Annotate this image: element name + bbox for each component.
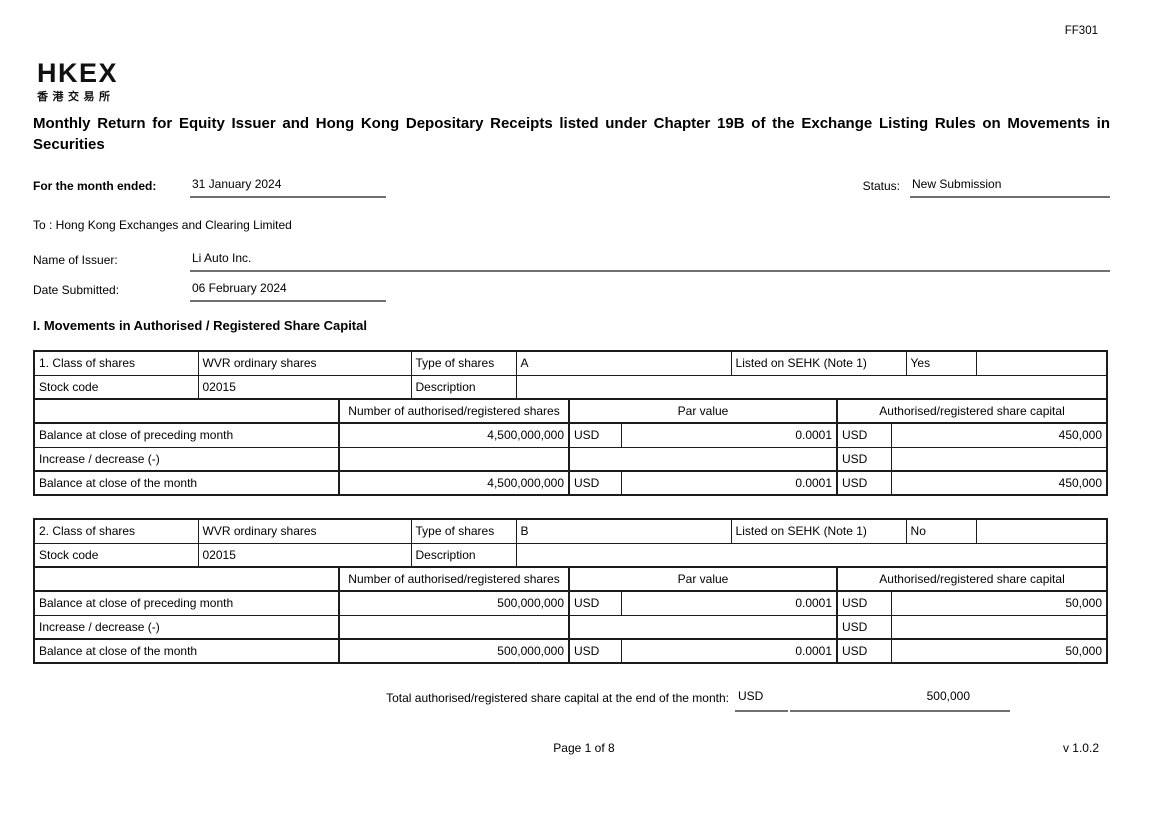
- date-submitted-field: 06 February 2024: [190, 281, 386, 302]
- row-label-increase: Increase / decrease (-): [33, 614, 340, 640]
- stock-code-value: 02015: [197, 374, 412, 400]
- currency-cell: USD: [836, 446, 892, 472]
- share-class-table-2: 2. Class of shares WVR ordinary shares T…: [33, 518, 1109, 664]
- col-header-par-value: Par value: [568, 398, 838, 424]
- date-submitted-label: Date Submitted:: [33, 283, 120, 297]
- type-of-shares-label: Type of shares: [410, 350, 517, 376]
- status-label: Status:: [862, 179, 900, 193]
- month-ended-row: For the month ended: 31 January 2024 Sta…: [33, 177, 1110, 198]
- blank-cell: [33, 398, 340, 424]
- type-of-shares-label: Type of shares: [410, 518, 517, 544]
- description-label: Description: [410, 374, 517, 400]
- currency-cell: USD: [568, 590, 622, 616]
- capital-value: 50,000: [890, 638, 1108, 664]
- class-of-shares-value: WVR ordinary shares: [197, 518, 412, 544]
- type-of-shares-value: A: [515, 350, 732, 376]
- currency-cell: USD: [836, 614, 892, 640]
- class-of-shares-value: WVR ordinary shares: [197, 350, 412, 376]
- row-label-preceding: Balance at close of preceding month: [33, 422, 340, 448]
- type-of-shares-value: B: [515, 518, 732, 544]
- description-label: Description: [410, 542, 517, 568]
- currency-cell: USD: [568, 638, 622, 664]
- hkex-logo-chinese: 香港交易所: [37, 91, 115, 103]
- listed-on-sehk-value: Yes: [905, 350, 977, 376]
- row-label-preceding: Balance at close of preceding month: [33, 590, 340, 616]
- currency-cell: USD: [836, 638, 892, 664]
- description-value: [515, 374, 1108, 400]
- description-value: [515, 542, 1108, 568]
- total-row: Total authorised/registered share capita…: [33, 689, 1110, 712]
- col-header-capital: Authorised/registered share capital: [836, 566, 1108, 592]
- month-ended-label: For the month ended:: [33, 179, 157, 193]
- capital-value: 50,000: [890, 590, 1108, 616]
- par-value-cell: 0.0001: [620, 470, 838, 496]
- col-header-par-value: Par value: [568, 566, 838, 592]
- par-value-cell: 0.0001: [620, 590, 838, 616]
- share-class-table-1: 1. Class of shares WVR ordinary shares T…: [33, 350, 1109, 496]
- hkex-logo: HKEX 香港交易所: [37, 59, 118, 104]
- footer-version: v 1.0.2: [1062, 741, 1099, 755]
- capital-value: [890, 446, 1108, 472]
- currency-cell: USD: [568, 470, 622, 496]
- total-value-field: 500,000: [790, 689, 1010, 712]
- par-value-cell: 0.0001: [620, 422, 838, 448]
- listed-on-sehk-label: Listed on SEHK (Note 1): [730, 518, 907, 544]
- issuer-field: Li Auto Inc.: [190, 251, 1110, 272]
- currency-cell: USD: [568, 422, 622, 448]
- par-value-cell: [568, 446, 838, 472]
- addressee-line: To : Hong Kong Exchanges and Clearing Li…: [33, 218, 292, 232]
- row-label-close: Balance at close of the month: [33, 638, 340, 664]
- shares-value: [337, 446, 570, 472]
- col-header-shares: Number of authorised/registered shares: [337, 398, 570, 424]
- stock-code-value: 02015: [197, 542, 412, 568]
- currency-cell: USD: [836, 470, 892, 496]
- class-of-shares-label: 1. Class of shares: [33, 350, 199, 376]
- capital-value: 450,000: [890, 422, 1108, 448]
- listed-on-sehk-label: Listed on SEHK (Note 1): [730, 350, 907, 376]
- row-label-close: Balance at close of the month: [33, 470, 340, 496]
- status-field: New Submission: [910, 177, 1110, 198]
- col-header-capital: Authorised/registered share capital: [836, 398, 1108, 424]
- row-label-increase: Increase / decrease (-): [33, 446, 340, 472]
- total-label: Total authorised/registered share capita…: [386, 691, 729, 705]
- blank-cell: [975, 518, 1108, 544]
- stock-code-label: Stock code: [33, 374, 199, 400]
- footer-page-number: Page 1 of 8: [553, 741, 615, 755]
- capital-value: [890, 614, 1108, 640]
- issuer-row: Name of Issuer: Li Auto Inc.: [33, 251, 1110, 272]
- issuer-label: Name of Issuer:: [33, 253, 118, 267]
- total-currency-field: USD: [735, 689, 788, 712]
- class-of-shares-label: 2. Class of shares: [33, 518, 199, 544]
- currency-cell: USD: [836, 422, 892, 448]
- blank-cell: [33, 566, 340, 592]
- date-submitted-row: Date Submitted: 06 February 2024: [33, 281, 1110, 302]
- col-header-shares: Number of authorised/registered shares: [337, 566, 570, 592]
- month-ended-field: 31 January 2024: [190, 177, 386, 198]
- shares-value: 4,500,000,000: [337, 470, 570, 496]
- capital-value: 450,000: [890, 470, 1108, 496]
- shares-value: 500,000,000: [337, 638, 570, 664]
- currency-cell: USD: [836, 590, 892, 616]
- blank-cell: [975, 350, 1108, 376]
- shares-value: [337, 614, 570, 640]
- form-code: FF301: [1064, 25, 1098, 37]
- hkex-logo-text: HKEX: [37, 58, 119, 88]
- section-heading: I. Movements in Authorised / Registered …: [33, 318, 367, 333]
- listed-on-sehk-value: No: [905, 518, 977, 544]
- shares-value: 500,000,000: [337, 590, 570, 616]
- par-value-cell: [568, 614, 838, 640]
- stock-code-label: Stock code: [33, 542, 199, 568]
- page-title-line1: Monthly Return for Equity Issuer and Hon…: [33, 115, 1110, 132]
- page-title: Monthly Return for Equity Issuer and Hon…: [33, 113, 1110, 155]
- shares-value: 4,500,000,000: [337, 422, 570, 448]
- page-title-line2: Securities: [33, 136, 105, 153]
- par-value-cell: 0.0001: [620, 638, 838, 664]
